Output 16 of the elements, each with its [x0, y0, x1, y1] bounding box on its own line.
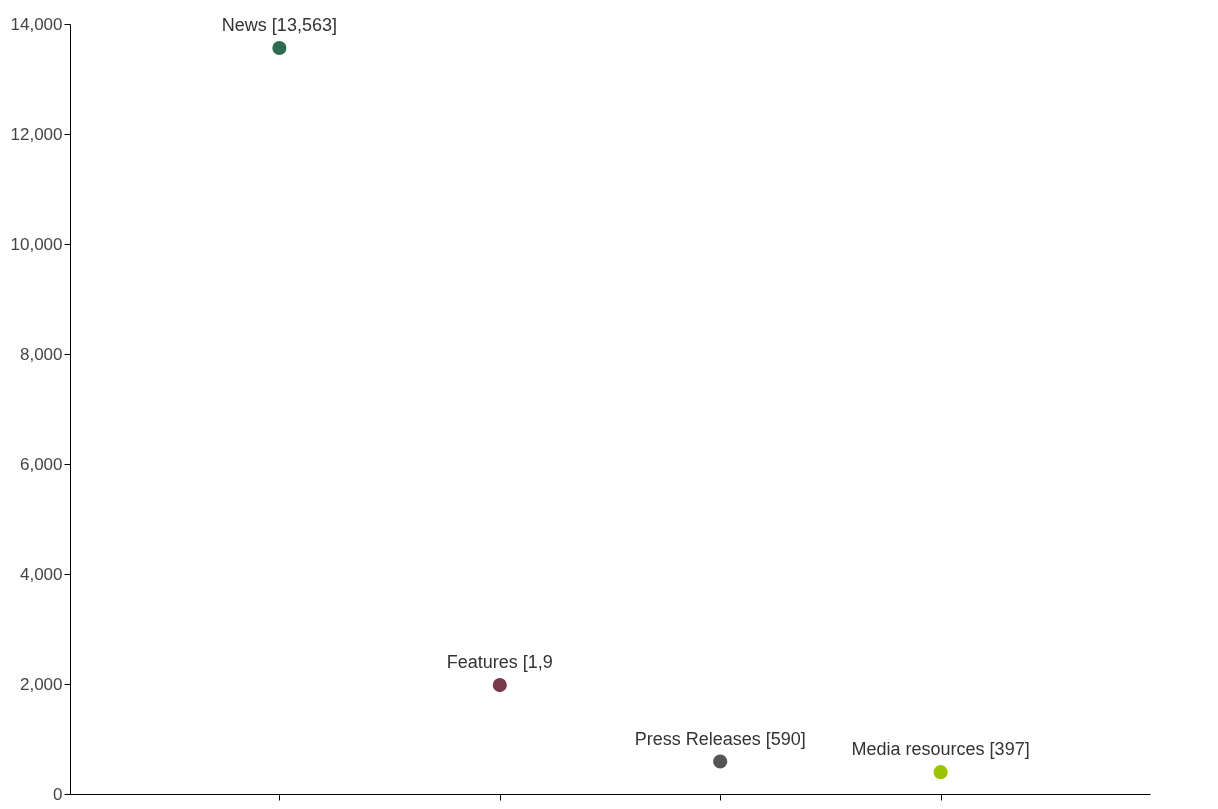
- y-tick-label: 4,000: [19, 564, 63, 584]
- point: [272, 40, 287, 56]
- y-tick-label: 6,000: [19, 454, 63, 474]
- data-label: Press Releases [590]: [634, 728, 806, 749]
- y-tick-label: 12,000: [10, 124, 63, 144]
- annotation: Features [1,9: [446, 652, 553, 673]
- point: [713, 754, 728, 769]
- data-label: Media resources [397]: [851, 739, 1030, 760]
- point: [492, 678, 507, 693]
- data-label: News [13,563]: [221, 15, 337, 36]
- point: [933, 765, 948, 780]
- y-tick-label: 14,000: [10, 14, 63, 34]
- y-tick-label: 8,000: [19, 344, 63, 364]
- y-tick-label: 10,000: [10, 234, 63, 254]
- y-tick-label: 0: [53, 784, 63, 804]
- y-tick-label: 2,000: [19, 674, 63, 694]
